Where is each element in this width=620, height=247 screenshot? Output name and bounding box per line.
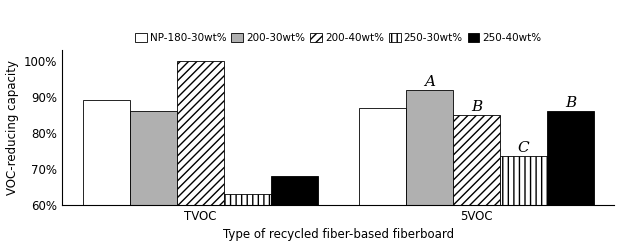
Bar: [453, 115, 500, 205]
Text: A: A: [424, 75, 435, 89]
Text: B: B: [565, 96, 576, 110]
Bar: [500, 156, 547, 205]
Bar: [130, 111, 177, 205]
Bar: [271, 176, 318, 205]
Bar: [224, 194, 271, 205]
Bar: [547, 111, 594, 205]
Legend: NP-180-30wt%, 200-30wt%, 200-40wt%, 250-30wt%, 250-40wt%: NP-180-30wt%, 200-30wt%, 200-40wt%, 250-…: [131, 29, 546, 47]
Bar: [82, 101, 130, 205]
Text: C: C: [518, 141, 529, 155]
Text: B: B: [471, 100, 482, 114]
Bar: [359, 108, 406, 205]
Bar: [406, 90, 453, 205]
Bar: [177, 61, 224, 205]
X-axis label: Type of recycled fiber-based fiberboard: Type of recycled fiber-based fiberboard: [223, 228, 454, 242]
Y-axis label: VOC-reducing capacity: VOC-reducing capacity: [6, 60, 19, 195]
